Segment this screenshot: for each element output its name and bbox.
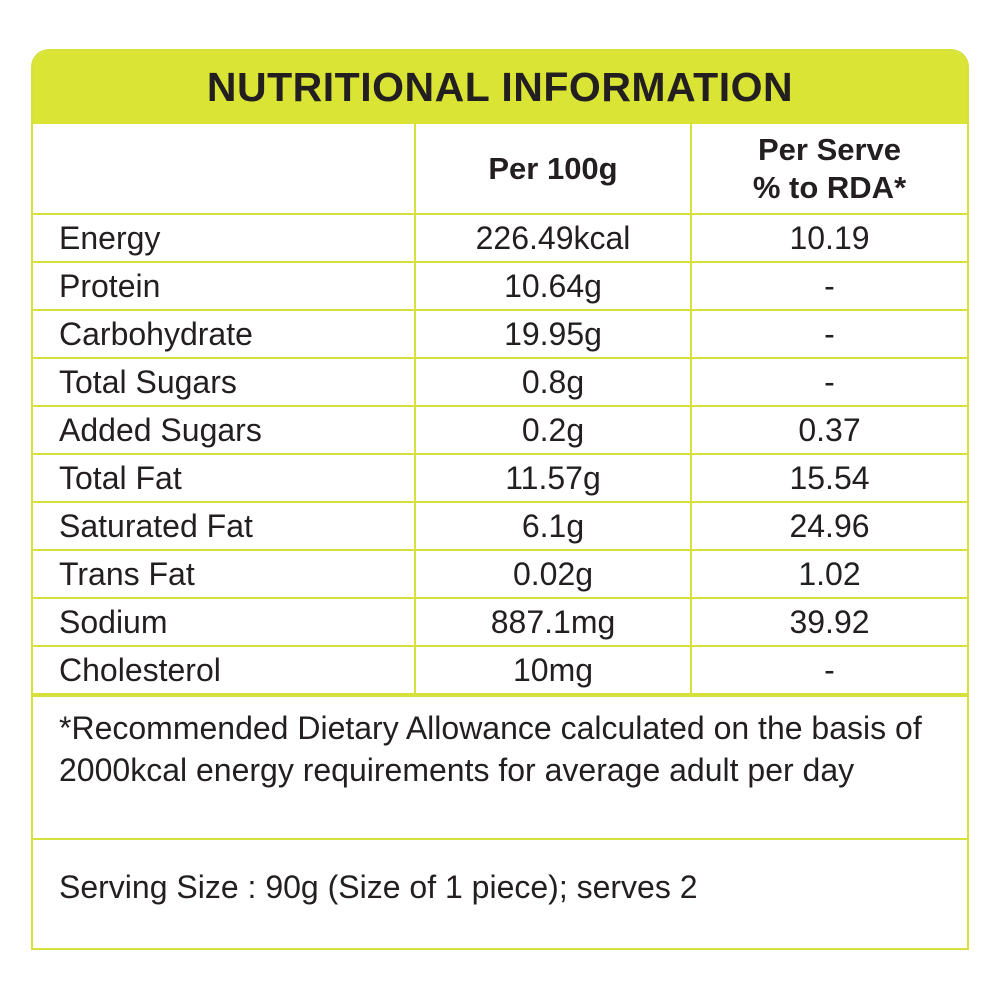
per-100g-value: 6.1g — [414, 501, 692, 551]
rda-value: 10.19 — [690, 214, 967, 263]
table-row: Trans Fat 0.02g 1.02 — [33, 549, 967, 599]
rda-value: - — [690, 309, 967, 359]
nutrient-name: Carbohydrate — [33, 309, 416, 359]
per-100g-value: 10.64g — [414, 261, 692, 311]
table-row: Protein 10.64g - — [33, 261, 967, 311]
per-100g-value: 887.1mg — [414, 597, 692, 647]
nutrient-name: Saturated Fat — [33, 501, 416, 551]
rda-value: - — [690, 357, 967, 407]
table-row: Total Sugars 0.8g - — [33, 357, 967, 407]
rda-footnote: *Recommended Dietary Allowance calculate… — [33, 695, 967, 838]
header-per-serve-rda: Per Serve % to RDA* — [690, 124, 967, 215]
table-row: Carbohydrate 19.95g - — [33, 309, 967, 359]
per-100g-value: 226.49kcal — [414, 214, 692, 263]
rda-value: - — [690, 261, 967, 311]
table-row: Cholesterol 10mg - — [33, 645, 967, 695]
nutrient-name: Protein — [33, 261, 416, 311]
table-row: Energy 226.49kcal 10.19 — [33, 214, 967, 263]
rda-value: 24.96 — [690, 501, 967, 551]
nutrition-table: Per 100g Per Serve % to RDA* Energy 226.… — [33, 124, 967, 695]
rda-value: - — [690, 645, 967, 695]
table-row: Saturated Fat 6.1g 24.96 — [33, 501, 967, 551]
nutrient-name: Total Sugars — [33, 357, 416, 407]
per-100g-value: 0.8g — [414, 357, 692, 407]
per-100g-value: 19.95g — [414, 309, 692, 359]
rda-value: 15.54 — [690, 453, 967, 503]
nutrition-panel: NUTRITIONAL INFORMATION Per 100g Per Ser… — [31, 49, 969, 950]
panel-title: NUTRITIONAL INFORMATION — [33, 51, 967, 124]
table-header-row: Per 100g Per Serve % to RDA* — [33, 124, 967, 215]
nutrient-name: Energy — [33, 214, 416, 263]
rda-value: 1.02 — [690, 549, 967, 599]
header-per-100g: Per 100g — [414, 124, 692, 215]
per-100g-value: 0.2g — [414, 405, 692, 455]
nutrient-name: Sodium — [33, 597, 416, 647]
per-100g-value: 0.02g — [414, 549, 692, 599]
serving-size: Serving Size : 90g (Size of 1 piece); se… — [33, 838, 967, 934]
nutrient-name: Added Sugars — [33, 405, 416, 455]
per-100g-value: 10mg — [414, 645, 692, 695]
nutrient-name: Trans Fat — [33, 549, 416, 599]
header-nutrient-blank — [33, 124, 416, 215]
table-row: Added Sugars 0.2g 0.37 — [33, 405, 967, 455]
table-row: Sodium 887.1mg 39.92 — [33, 597, 967, 647]
rda-value: 39.92 — [690, 597, 967, 647]
nutrient-name: Total Fat — [33, 453, 416, 503]
nutrient-name: Cholesterol — [33, 645, 416, 695]
per-100g-value: 11.57g — [414, 453, 692, 503]
table-row: Total Fat 11.57g 15.54 — [33, 453, 967, 503]
rda-value: 0.37 — [690, 405, 967, 455]
